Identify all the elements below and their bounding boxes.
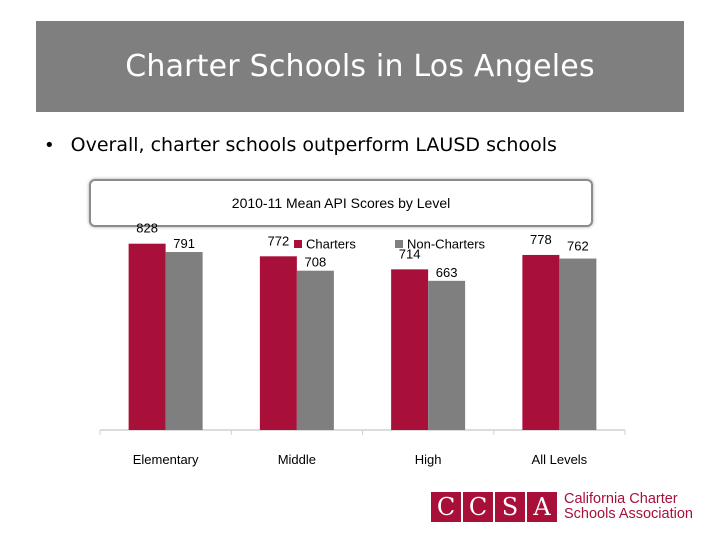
logo-letter-a: A [527, 492, 557, 522]
slide-title-bar: Charter Schools in Los Angeles [36, 21, 684, 112]
bar-non-charters [296, 270, 334, 430]
logo-letter-c1: C [431, 492, 461, 522]
legend-label-charters: Charters [306, 237, 356, 252]
bar-charters [391, 269, 429, 430]
bullet-text: Overall, charter schools outperform LAUS… [70, 134, 557, 156]
data-label: 828 [136, 221, 158, 236]
x-tick-label: Elementary [133, 452, 199, 467]
bullet-point: • Overall, charter schools outperform LA… [44, 131, 557, 159]
chart-title-box: 2010-11 Mean API Scores by Level [89, 179, 593, 227]
slide-title: Charter Schools in Los Angeles [125, 49, 595, 84]
data-label: 772 [268, 233, 290, 248]
logo-text: California Charter Schools Association [564, 492, 693, 522]
x-tick-label: Middle [278, 452, 316, 467]
chart-title: 2010-11 Mean API Scores by Level [231, 195, 451, 211]
bar-charters [522, 254, 560, 430]
data-label: 708 [305, 255, 327, 270]
data-label: 714 [399, 246, 421, 261]
legend-label-non-charters: Non-Charters [407, 237, 486, 252]
bar-non-charters [559, 258, 597, 430]
logo-letter-c2: C [463, 492, 493, 522]
bar-non-charters [428, 280, 466, 430]
data-label: 762 [567, 239, 589, 254]
legend-swatch-charters [294, 240, 302, 248]
x-tick-label: All Levels [532, 452, 588, 467]
bar-charters [259, 256, 297, 430]
logo-text-line2: Schools Association [564, 506, 693, 522]
bullet-icon: • [44, 134, 55, 156]
data-label: 778 [530, 232, 552, 247]
bar-charters [128, 243, 166, 430]
data-label: 791 [173, 236, 195, 251]
bar-non-charters [165, 252, 203, 430]
x-tick-label: High [415, 452, 442, 467]
legend-swatch-non-charters [395, 240, 403, 248]
ccsa-logo: C C S A California Charter Schools Assoc… [431, 491, 693, 523]
logo-text-line1: California Charter [564, 491, 678, 507]
data-label: 663 [436, 265, 458, 280]
logo-letter-s: S [495, 492, 525, 522]
